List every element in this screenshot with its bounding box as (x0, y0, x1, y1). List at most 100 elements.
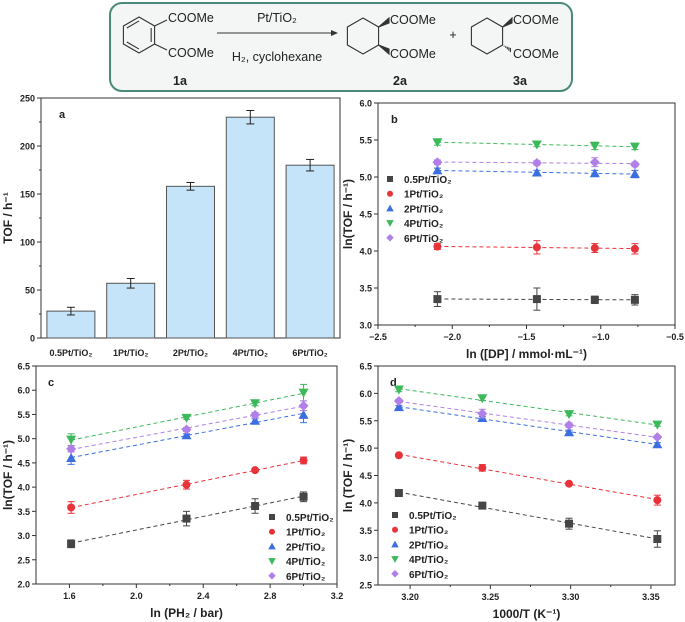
legend-label: 4Pt/TiO₂ (409, 555, 448, 566)
series-0 (67, 491, 308, 549)
plus-sign: + (449, 28, 456, 42)
x-axis-label: ln ([DP] / mmol·mL⁻¹) (466, 347, 587, 361)
plot-frame (35, 365, 338, 585)
series-4 (66, 400, 309, 454)
legend-marker (268, 542, 276, 550)
data-point (433, 242, 442, 251)
data-point (66, 443, 77, 454)
data-point (653, 496, 662, 505)
data-point (589, 157, 600, 168)
y-tick-label: 2.5 (359, 581, 372, 591)
data-point (590, 244, 599, 253)
data-point (393, 396, 404, 407)
data-point (181, 430, 192, 440)
y-tick-label: 250 (20, 94, 35, 104)
x-axis-label: ln (PH₂ / bar) (150, 606, 223, 620)
data-point (394, 451, 403, 460)
product1-label: 2a (393, 74, 408, 88)
data-point (565, 479, 574, 488)
x-category-label: 1Pt/TiO₂ (113, 348, 148, 358)
y-tick-label: 4.5 (359, 210, 372, 220)
legend-marker (386, 204, 394, 212)
y-tick-label: 5.5 (359, 416, 372, 426)
y-tick-label: 4.0 (359, 247, 372, 257)
product2-label: 3a (513, 74, 528, 88)
panel-d: d ln (TOF / h⁻¹) 3.20 3.25 3.30 3.35 2.5 3.0 3.5… (341, 362, 676, 621)
x-tick-label: 2.4 (197, 591, 210, 601)
legend-marker (387, 190, 393, 197)
fit-line (71, 405, 304, 450)
series-1 (394, 451, 662, 506)
aromatic-double-bond (126, 20, 140, 29)
data-point (182, 480, 191, 489)
data-point (393, 385, 404, 395)
data-point (432, 157, 443, 168)
data-point (629, 142, 640, 152)
series-0 (394, 489, 662, 548)
fit-line (71, 392, 304, 441)
y-tick-label: 4.5 (17, 458, 30, 468)
catalyst-label: Pt/TiO₂ (257, 11, 297, 25)
data-point (478, 501, 487, 510)
series-2 (432, 165, 640, 179)
data-point (250, 409, 261, 420)
data-point (630, 244, 639, 253)
data-point (298, 388, 309, 398)
bar (166, 185, 215, 339)
data-point (629, 159, 640, 170)
series-3 (393, 385, 663, 430)
panel-letter: b (391, 114, 398, 126)
data-point (653, 535, 662, 544)
legend-label: 4Pt/TiO₂ (404, 219, 443, 230)
bar (106, 282, 156, 339)
fit-line (398, 406, 658, 445)
data-point (531, 157, 542, 168)
series-0 (433, 287, 639, 311)
series-4 (393, 396, 663, 443)
data-point (250, 399, 261, 409)
legend: 0.5Pt/TiO₂ 1Pt/TiO₂ 2Pt/TiO₂ 4Pt/TiO₂ 6Pt/Ti… (268, 513, 334, 583)
panel-c: c ln(TOF / h⁻¹) 1.6 2.0 2.4 2.8 3.2 2.0 2.5 3.0 3.… (1, 362, 343, 621)
legend: 0.5Pt/TiO₂ 1Pt/TiO₂ 2Pt/TiO₂ 4Pt/TiO₂ 6Pt/Ti… (391, 511, 457, 581)
y-tick-label: 4.0 (359, 498, 372, 508)
legend-marker (387, 176, 393, 182)
x-category-label: 0.5Pt/TiO₂ (49, 348, 92, 358)
bar (285, 164, 335, 339)
fit-line (398, 491, 658, 540)
data-point (67, 503, 76, 512)
scheme-box (109, 2, 573, 92)
series-2 (393, 402, 663, 449)
y-axis-label: ln(TOF / h⁻¹) (341, 179, 355, 249)
y-tick-label: 50 (25, 286, 35, 296)
y-tick-label: 0 (30, 334, 35, 344)
x-tick-label: −0.5 (666, 332, 684, 342)
panel-letter: d (390, 377, 397, 389)
bond (154, 43, 168, 51)
data-point (478, 463, 487, 472)
data-point (565, 519, 574, 528)
legend-marker (392, 526, 398, 533)
wedge-bond (378, 16, 390, 28)
data-point (394, 489, 403, 498)
y-tick-label: 3.0 (359, 553, 372, 563)
data-point (393, 402, 404, 412)
arrow-head-icon (331, 30, 338, 36)
y-tick-label: 2.5 (17, 555, 30, 565)
data-point (477, 408, 488, 419)
y-tick-label: 5.5 (17, 410, 30, 420)
fit-line (71, 495, 304, 544)
legend-marker (269, 514, 275, 520)
panel-a: a TOF / h⁻¹ 0 50 100 150 200 250 0.5Pt/TiO₂ 1Pt/T… (1, 94, 341, 358)
panel-b: b ln(TOF / h⁻¹) −2.5 −2.0 −1.5 −1.0 −0.5 3.0 3.5… (341, 99, 684, 362)
reaction-scheme: COOMe COOMe Pt/TiO₂ H₂, cyclohexane COOM… (109, 2, 573, 92)
legend-marker (268, 572, 276, 580)
data-point (589, 168, 600, 178)
y-tick-label: 6.0 (359, 389, 372, 399)
data-point (250, 415, 261, 425)
legend-label: 0.5Pt/TiO₂ (409, 511, 457, 522)
data-point (564, 420, 575, 431)
product2-bottom-group: COOMe (513, 47, 559, 61)
x-tick-label: 3.35 (642, 592, 660, 602)
bar (225, 116, 275, 339)
